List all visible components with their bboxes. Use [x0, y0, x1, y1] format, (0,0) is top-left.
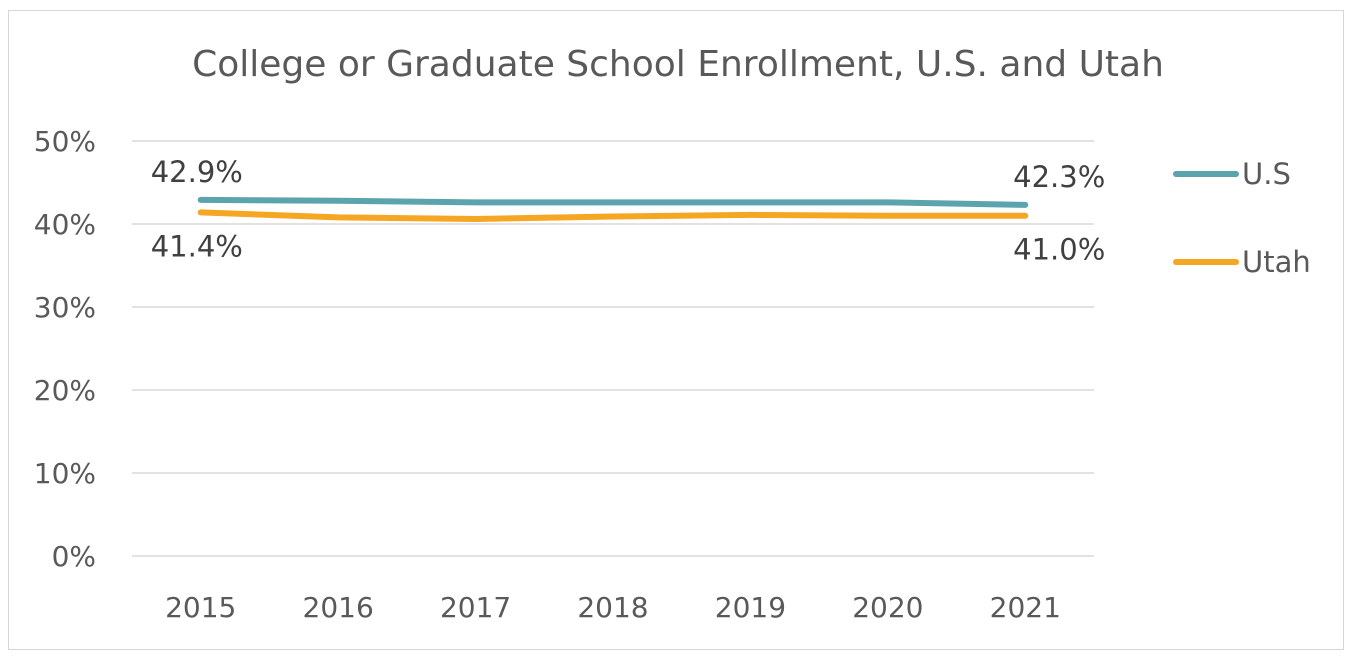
data-label-u-s: 42.3%: [1013, 160, 1105, 194]
x-tick-label: 2018: [577, 591, 648, 624]
y-tick-label: 30%: [34, 291, 96, 324]
legend: U.S Utah: [1173, 157, 1311, 279]
gridlines: [132, 140, 1094, 557]
y-tick-label: 10%: [34, 457, 96, 490]
chart-frame: [8, 10, 1344, 650]
y-tick-label: 20%: [34, 374, 96, 407]
data-label-utah: 41.4%: [151, 229, 243, 263]
chart-title: College or Graduate School Enrollment, U…: [192, 44, 1164, 85]
y-axis-ticks: 0% 10% 20% 30% 40% 50%: [34, 125, 96, 573]
legend-label-utah: Utah: [1242, 245, 1311, 279]
y-tick-label: 40%: [34, 208, 96, 241]
x-tick-label: 2016: [303, 591, 374, 624]
data-label-utah: 41.0%: [1013, 233, 1105, 267]
y-tick-label: 50%: [34, 125, 96, 158]
x-tick-label: 2019: [715, 591, 786, 624]
data-label-u-s: 42.9%: [151, 155, 243, 189]
legend-label-u-s: U.S: [1242, 157, 1291, 191]
series-lines: [197, 196, 1029, 222]
x-tick-label: 2020: [852, 591, 923, 624]
x-tick-label: 2021: [990, 591, 1061, 624]
series-line-utah: [197, 209, 1029, 222]
x-tick-label: 2017: [440, 591, 511, 624]
y-tick-label: 0%: [52, 540, 96, 573]
data-labels: 42.9% 42.3% 41.4% 41.0%: [151, 155, 1106, 267]
x-tick-label: 2015: [165, 591, 236, 624]
x-axis-ticks: 2015 2016 2017 2018 2019 2020 2021: [165, 591, 1061, 624]
